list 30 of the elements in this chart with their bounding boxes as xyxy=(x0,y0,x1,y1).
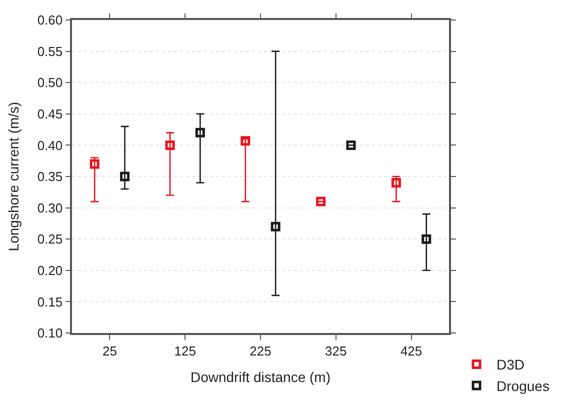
point xyxy=(316,196,326,206)
y-tick-label: 0.35 xyxy=(37,169,63,184)
point xyxy=(165,140,175,150)
x-tick-label: 25 xyxy=(102,343,117,358)
y-tick-label: 0.10 xyxy=(37,326,63,341)
point xyxy=(391,178,401,188)
y-tick-label: 0.50 xyxy=(37,75,63,90)
y-tick-label: 0.15 xyxy=(37,294,63,310)
y-tick-label: 0.20 xyxy=(37,262,63,278)
point xyxy=(346,140,356,150)
x-axis-title: Downdrift distance (m) xyxy=(190,369,331,386)
point xyxy=(195,128,205,138)
point xyxy=(240,136,250,146)
y-axis-title: Longshore current (m/s) xyxy=(5,102,22,252)
y-tick-label: 0.30 xyxy=(37,200,63,216)
y-tick-label: 0.45 xyxy=(37,106,63,122)
x-tick-label: 225 xyxy=(250,343,272,358)
legend-label: Drogues xyxy=(496,378,550,394)
y-tick-label: 0.25 xyxy=(37,232,63,247)
x-tick-label: 425 xyxy=(400,343,422,358)
point xyxy=(270,222,280,232)
point xyxy=(90,159,100,169)
legend-label: D3D xyxy=(496,356,525,373)
x-tick-label: 325 xyxy=(325,343,347,358)
y-tick-label: 0.60 xyxy=(37,12,63,28)
x-tick-label: 125 xyxy=(174,343,196,358)
y-tick-label: 0.40 xyxy=(37,138,63,153)
point xyxy=(422,234,432,244)
point xyxy=(120,172,130,182)
y-tick-label: 0.55 xyxy=(37,44,63,59)
